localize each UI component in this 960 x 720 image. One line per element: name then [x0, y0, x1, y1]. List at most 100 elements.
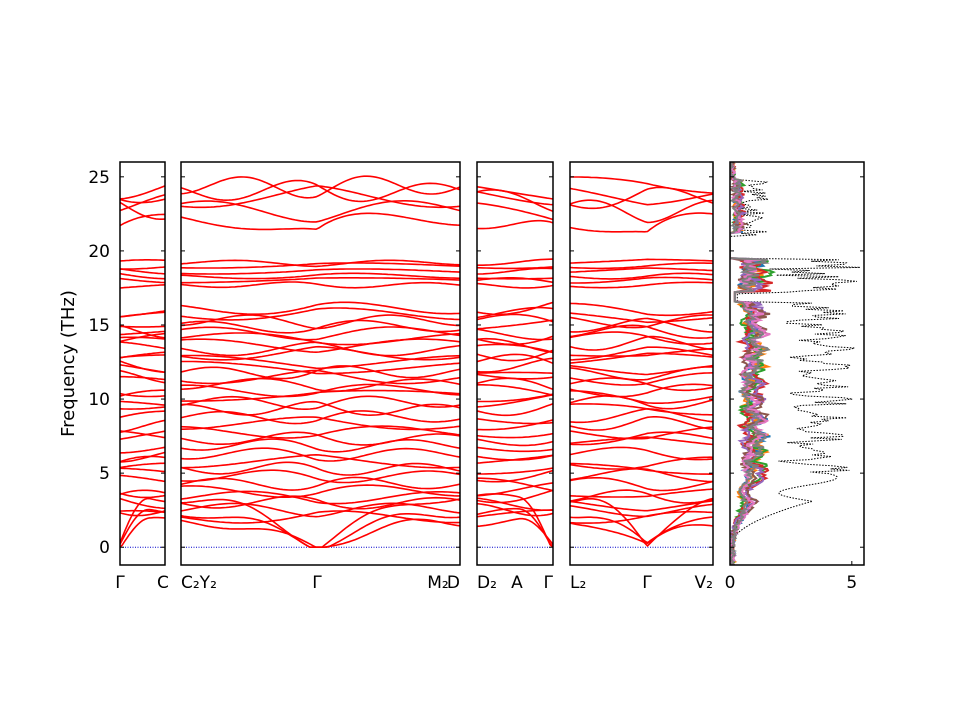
- optical-branch: [570, 503, 713, 518]
- optical-branch: [570, 407, 713, 424]
- optical-branch: [477, 454, 553, 461]
- band-panel-4: [569, 161, 714, 566]
- optical-branch: [570, 489, 713, 504]
- optical-branch: [120, 410, 165, 418]
- optical-branch: [120, 497, 165, 510]
- optical-branch: [570, 331, 713, 345]
- optical-branch: [120, 266, 165, 270]
- optical-branch: [570, 281, 713, 289]
- optical-branch: [477, 337, 553, 354]
- panel-frame: [569, 161, 714, 566]
- optical-branch: [120, 446, 165, 454]
- dos-x-tick-label: 0: [725, 573, 736, 593]
- optical-branch: [181, 425, 460, 439]
- optical-branch: [120, 430, 165, 439]
- optical-branch: [181, 469, 460, 484]
- optical-branch: [120, 332, 165, 343]
- optical-branch: [120, 509, 165, 514]
- dos-frame: [729, 161, 865, 566]
- optical-branch: [570, 276, 713, 284]
- optical-branch: [477, 186, 553, 200]
- x-tick-label: Γ: [642, 573, 652, 593]
- optical-branch: [570, 426, 713, 440]
- optical-branch: [477, 219, 553, 230]
- acoustic-branch: [477, 517, 553, 546]
- optical-branch: [120, 284, 165, 289]
- y-tick-label: 15: [88, 316, 110, 336]
- optical-branch: [181, 268, 460, 275]
- optical-branch: [181, 490, 460, 505]
- optical-branch: [477, 371, 553, 375]
- projected-dos-curve-7: [730, 162, 771, 565]
- optical-branch: [477, 393, 553, 403]
- optical-branch: [120, 213, 165, 227]
- panel-frame: [476, 161, 554, 566]
- optical-branch: [570, 383, 713, 398]
- optical-branch: [181, 345, 460, 361]
- optical-branch: [570, 317, 713, 333]
- optical-branch: [477, 343, 553, 354]
- optical-branch: [477, 301, 553, 316]
- optical-branch: [477, 319, 553, 330]
- band-lines-3: [477, 186, 553, 548]
- optical-branch: [120, 360, 165, 373]
- optical-branch: [181, 360, 460, 375]
- optical-branch: [570, 372, 713, 386]
- optical-branch: [570, 416, 713, 431]
- optical-branch: [477, 258, 553, 266]
- optical-branch: [570, 488, 713, 498]
- acoustic-branch: [181, 518, 460, 548]
- optical-branch: [120, 451, 165, 463]
- x-tick-label: Γ: [312, 573, 322, 593]
- optical-branch: [570, 510, 713, 524]
- optical-branch: [477, 282, 553, 289]
- y-axis-label: Frequency (THz): [58, 290, 79, 437]
- optical-branch: [120, 406, 165, 410]
- optical-branch: [120, 474, 165, 483]
- optical-branch: [570, 436, 713, 446]
- optical-branch: [181, 369, 460, 385]
- optical-branch: [477, 403, 553, 417]
- optical-branch: [120, 277, 165, 284]
- optical-branch: [477, 467, 553, 475]
- optical-branch: [120, 462, 165, 469]
- optical-branch: [477, 502, 553, 517]
- acoustic-branch: [120, 516, 165, 548]
- optical-branch: [181, 438, 460, 453]
- dos-x-tick-label: 5: [846, 573, 857, 593]
- optical-branch: [181, 319, 460, 334]
- acoustic-branch: [120, 497, 165, 544]
- optical-branch: [570, 302, 713, 317]
- optical-branch: [477, 489, 553, 504]
- optical-branch: [570, 314, 713, 329]
- x-tick-label: L₂: [570, 573, 586, 593]
- x-tick-label: A: [511, 573, 523, 593]
- optical-branch: [570, 347, 713, 357]
- optical-branch: [120, 392, 165, 398]
- optical-branch: [477, 313, 553, 323]
- optical-branch: [181, 365, 460, 380]
- y-tick-label: 20: [88, 242, 110, 262]
- optical-branch: [181, 400, 460, 417]
- optical-branch: [181, 200, 460, 223]
- optical-branch: [120, 489, 165, 496]
- optical-branch: [477, 266, 553, 270]
- optical-branch: [120, 341, 165, 350]
- optical-branch: [570, 324, 713, 339]
- optical-branch: [570, 395, 713, 410]
- optical-branch: [477, 384, 553, 396]
- optical-branch: [120, 430, 165, 440]
- optical-branch: [120, 185, 165, 200]
- optical-branch: [120, 455, 165, 463]
- optical-branch: [181, 484, 460, 498]
- optical-branch: [120, 400, 165, 406]
- x-tick-label: D₂: [477, 573, 497, 593]
- optical-branch: [477, 349, 553, 362]
- optical-branch: [570, 468, 713, 483]
- optical-branch: [477, 353, 553, 365]
- optical-branch: [181, 277, 460, 284]
- band-panel-1: [119, 161, 166, 566]
- optical-branch: [181, 185, 460, 209]
- optical-branch: [477, 418, 553, 425]
